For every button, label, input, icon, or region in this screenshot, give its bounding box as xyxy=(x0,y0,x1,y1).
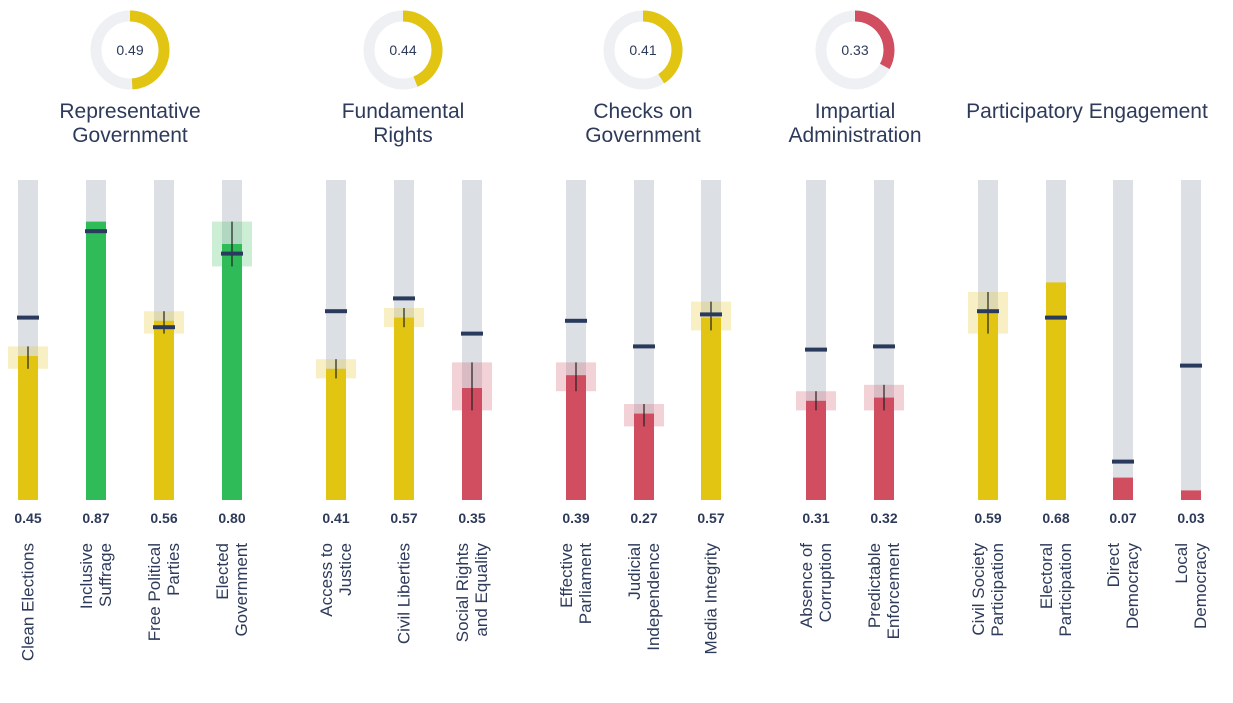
category-label: Free Political Parties xyxy=(145,543,183,642)
value-label: 0.27 xyxy=(630,510,658,526)
bar-track xyxy=(1113,180,1133,500)
donut-arc xyxy=(642,10,683,84)
bar xyxy=(1046,282,1066,500)
category-label: Absence of Corruption xyxy=(797,543,835,629)
reference-mark xyxy=(700,312,722,317)
value-label: 0.35 xyxy=(458,510,486,526)
donut-arc xyxy=(129,10,170,90)
bar xyxy=(1113,477,1133,500)
reference-mark xyxy=(1045,315,1067,320)
reference-mark xyxy=(153,325,175,330)
value-label: 0.59 xyxy=(974,510,1002,526)
reference-mark xyxy=(1180,363,1202,368)
donut-arc xyxy=(854,10,895,70)
reference-mark xyxy=(873,344,895,349)
reference-mark xyxy=(325,309,347,314)
value-label: 0.03 xyxy=(1177,510,1205,526)
value-label: 0.57 xyxy=(390,510,418,526)
category-label: Social Rights and Equality xyxy=(453,543,491,643)
value-label: 0.45 xyxy=(14,510,42,526)
bar xyxy=(978,311,998,500)
category-label: Inclusive Suffrage xyxy=(77,543,115,610)
category-label: Local Democracy xyxy=(1172,543,1210,629)
donut-arc xyxy=(402,10,443,87)
value-label: 0.68 xyxy=(1042,510,1070,526)
bar xyxy=(394,317,414,500)
category-label: Electoral Participation xyxy=(1037,543,1075,637)
reference-mark xyxy=(1112,459,1134,464)
bar xyxy=(566,375,586,500)
group-title: Impartial Administration xyxy=(788,100,922,147)
group-title: Checks on Government xyxy=(585,100,701,147)
bar xyxy=(1181,490,1201,500)
reference-mark xyxy=(393,296,415,301)
value-label: 0.32 xyxy=(870,510,898,526)
category-label: Predictable Enforcement xyxy=(865,543,903,640)
reference-mark xyxy=(85,229,107,234)
reference-mark xyxy=(565,318,587,323)
donut-label: 0.41 xyxy=(629,42,656,58)
donut-label: 0.33 xyxy=(841,42,868,58)
reference-mark xyxy=(977,309,999,314)
category-label: Effective Parliament xyxy=(557,543,595,625)
category-label: Civil Society Participation xyxy=(969,543,1007,637)
bar xyxy=(222,244,242,500)
category-label: Direct Democracy xyxy=(1104,543,1142,629)
value-label: 0.41 xyxy=(322,510,350,526)
bar xyxy=(86,221,106,500)
value-label: 0.56 xyxy=(150,510,178,526)
category-label: Elected Government xyxy=(213,543,251,637)
value-label: 0.31 xyxy=(802,510,830,526)
value-label: 0.07 xyxy=(1109,510,1137,526)
bar xyxy=(806,400,826,500)
value-label: 0.87 xyxy=(82,510,110,526)
reference-mark xyxy=(633,344,655,349)
bar-track xyxy=(1181,180,1201,500)
donut-label: 0.49 xyxy=(116,42,143,58)
bar xyxy=(326,368,346,500)
bar xyxy=(462,388,482,500)
reference-mark xyxy=(461,331,483,336)
category-label: Judicial Independence xyxy=(625,543,663,651)
category-label: Clean Elections xyxy=(18,543,38,662)
group-title: Representative Government xyxy=(59,100,201,147)
value-label: 0.57 xyxy=(697,510,725,526)
value-label: 0.80 xyxy=(218,510,246,526)
bar xyxy=(154,320,174,500)
reference-mark xyxy=(17,315,39,320)
bar xyxy=(634,413,654,500)
bar xyxy=(18,356,38,500)
group-title: Participatory Engagement xyxy=(966,100,1208,123)
bar xyxy=(701,317,721,500)
bar xyxy=(874,397,894,500)
value-label: 0.39 xyxy=(562,510,590,526)
category-label: Civil Liberties xyxy=(394,543,414,645)
reference-mark xyxy=(221,251,243,256)
group-title: Fundamental Rights xyxy=(341,100,465,147)
reference-mark xyxy=(805,347,827,352)
donut-label: 0.44 xyxy=(389,42,416,58)
category-label: Media Integrity xyxy=(701,543,721,655)
category-label: Access to Justice xyxy=(317,543,355,617)
